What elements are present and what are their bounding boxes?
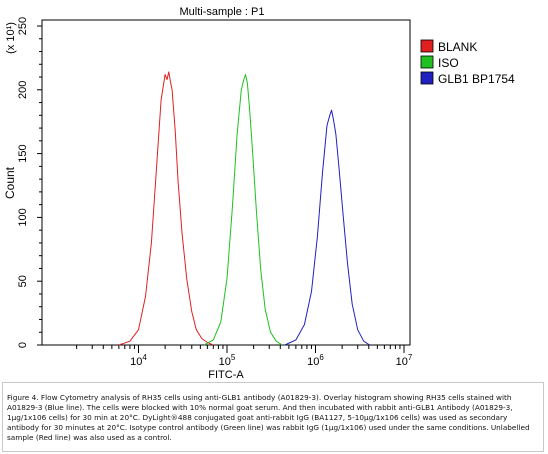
y-tick-label: 0 <box>17 342 29 348</box>
y-tick-label: 150 <box>17 144 29 162</box>
y-tick-label: 250 <box>17 17 29 35</box>
x-axis-label: FITC-A <box>208 369 244 381</box>
legend-swatch-0 <box>420 39 434 53</box>
figure-caption: Figure 4. Flow Cytometry analysis of RH3… <box>7 393 530 442</box>
series-line-2 <box>284 109 370 346</box>
y-axis: 0 50 100 150 200 250 <box>17 17 42 348</box>
x-axis: 104 105 106 107 <box>76 345 413 368</box>
legend-label-0: BLANK <box>438 40 477 54</box>
x-tick-label: 107 <box>396 353 413 368</box>
y-tick-label: 200 <box>17 81 29 99</box>
x-tick-exponent: 5 <box>231 353 236 362</box>
y-axis-label: Count <box>3 166 17 199</box>
x-tick-base: 10 <box>219 356 231 368</box>
series-line-1 <box>203 74 283 346</box>
legend-label-2: GLB1 BP1754 <box>438 72 515 86</box>
x-tick-label: 104 <box>130 353 147 368</box>
figure-caption-box: Figure 4. Flow Cytometry analysis of RH3… <box>2 382 544 452</box>
x-tick-exponent: 4 <box>142 353 147 362</box>
x-tick-exponent: 7 <box>408 353 413 362</box>
x-tick-base: 10 <box>307 356 319 368</box>
x-tick-base: 10 <box>396 356 408 368</box>
x-tick-exponent: 6 <box>319 353 324 362</box>
plot-frame <box>41 19 411 346</box>
y-multiplier-label: (x 10¹) <box>5 22 17 54</box>
legend-label-1: ISO <box>438 56 459 70</box>
series-layer <box>118 71 370 346</box>
x-tick-base: 10 <box>130 356 142 368</box>
y-tick-label: 50 <box>17 275 29 287</box>
legend-swatch-1 <box>420 55 434 69</box>
legend-swatch-2 <box>420 71 434 85</box>
x-tick-label: 105 <box>219 353 236 368</box>
chart-title: Multi-sample : P1 <box>180 6 265 18</box>
y-tick-label: 100 <box>17 208 29 226</box>
legend: BLANK ISO GLB1 BP1754 <box>420 39 515 86</box>
x-tick-label: 106 <box>307 353 324 368</box>
series-line-0 <box>118 71 214 346</box>
